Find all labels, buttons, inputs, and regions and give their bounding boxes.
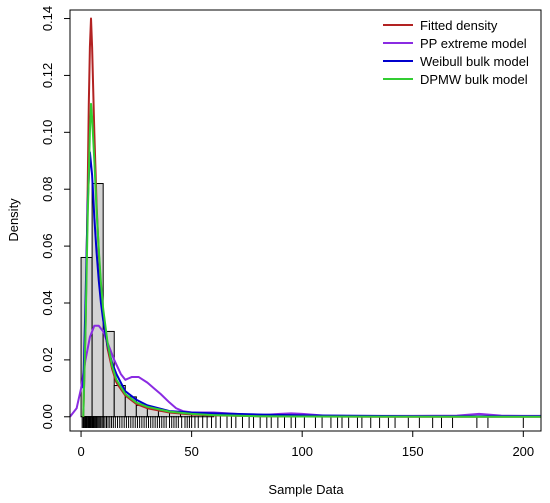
- y-tick-label: 0.04: [40, 290, 55, 315]
- y-tick-label: 0.10: [40, 120, 55, 145]
- legend-label: Weibull bulk model: [420, 54, 529, 69]
- x-tick-label: 50: [184, 444, 198, 459]
- y-tick-label: 0.00: [40, 404, 55, 429]
- x-tick-label: 100: [291, 444, 313, 459]
- series-line-dpmw-bulk-model: [82, 102, 542, 418]
- legend-label: DPMW bulk model: [420, 72, 528, 87]
- density-lines-layer: [69, 17, 542, 418]
- x-axis: 0 50 100 150 200: [77, 430, 534, 459]
- legend-label: Fitted density: [420, 18, 498, 33]
- legend-label: PP extreme model: [420, 36, 527, 51]
- y-tick-label: 0.02: [40, 347, 55, 372]
- legend: Fitted density PP extreme model Weibull bu…: [383, 18, 529, 87]
- y-axis: 0.00 0.02 0.04 0.06 0.08 0.10 0.12 0.14: [40, 6, 71, 429]
- y-tick-label: 0.14: [40, 6, 55, 31]
- rug-layer: [81, 416, 524, 428]
- x-tick-label: 200: [512, 444, 534, 459]
- y-axis-label: Density: [6, 198, 21, 242]
- y-tick-label: 0.12: [40, 63, 55, 88]
- x-tick-label: 150: [402, 444, 424, 459]
- x-axis-label: Sample Data: [268, 482, 344, 497]
- y-tick-label: 0.08: [40, 177, 55, 202]
- x-tick-label: 0: [77, 444, 84, 459]
- y-tick-label: 0.06: [40, 233, 55, 258]
